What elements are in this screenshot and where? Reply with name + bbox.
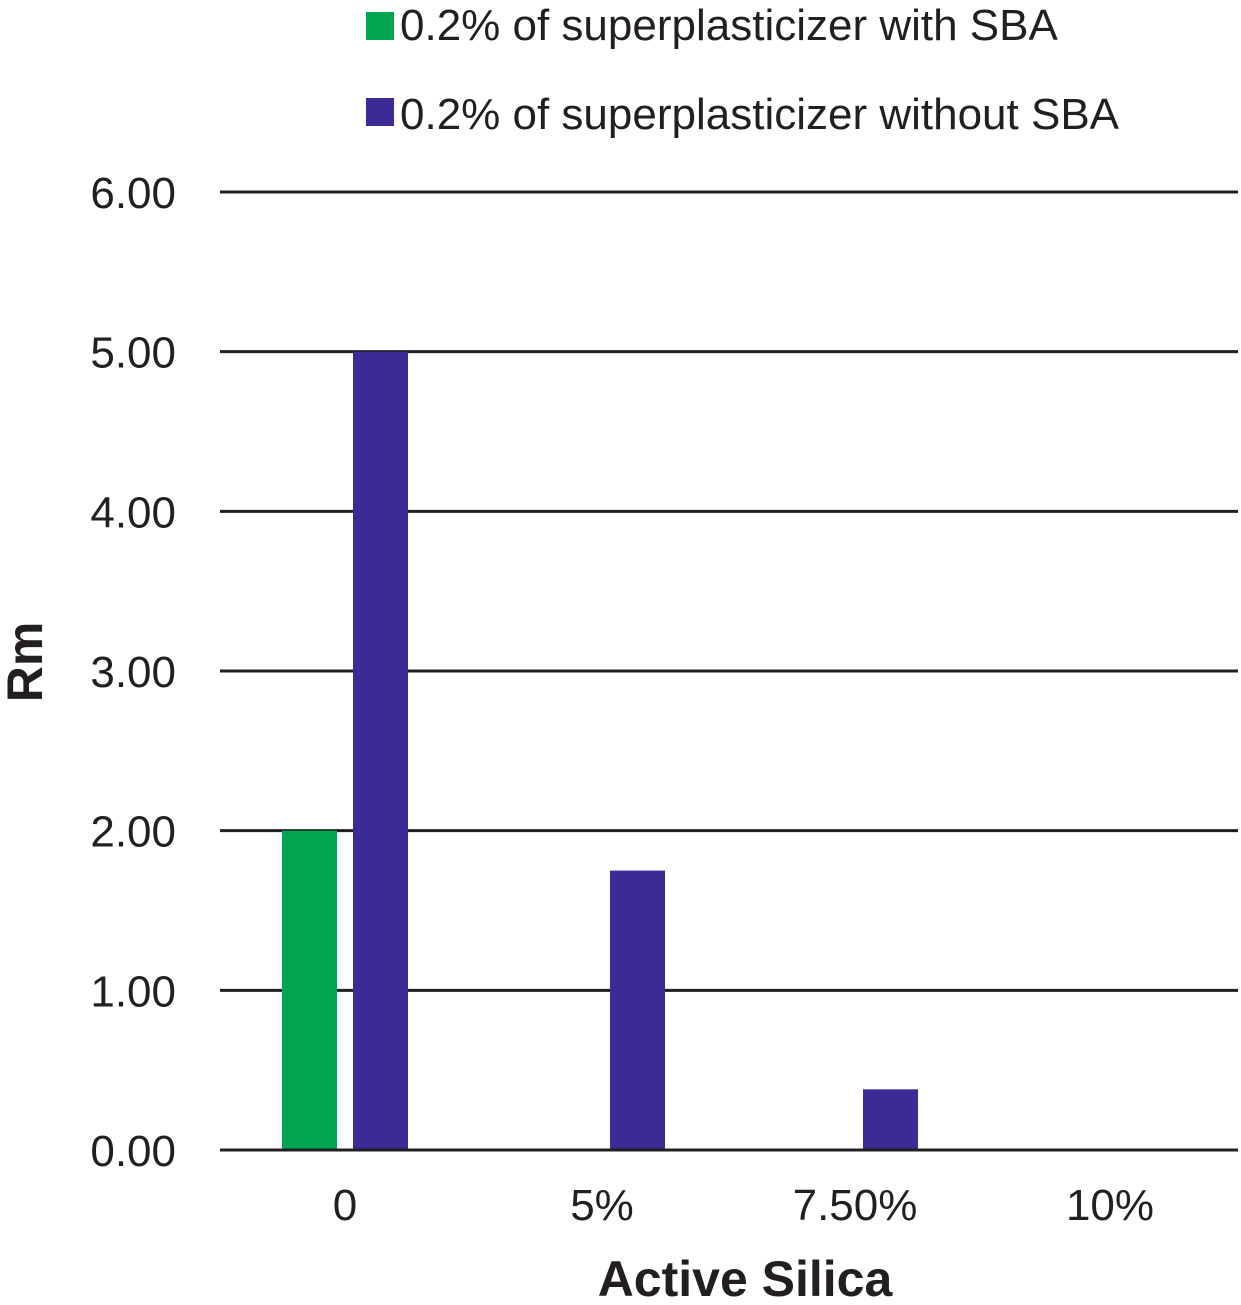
bar-series0-cat0 [282, 830, 337, 1150]
legend-label-with-sba: 0.2% of superplasticizer with SBA [400, 1, 1059, 50]
legend: 0.2% of superplasticizer with SBA 0.2% o… [366, 1, 1120, 139]
y-tick-label: 5.00 [90, 329, 176, 378]
x-tick-label: 5% [570, 1181, 634, 1230]
x-tick-label: 0 [333, 1181, 357, 1230]
y-tick-label: 1.00 [90, 967, 176, 1016]
y-tick-label: 0.00 [90, 1127, 176, 1176]
y-tick-label: 6.00 [90, 169, 176, 218]
x-tick-label: 10% [1066, 1181, 1154, 1230]
y-axis-ticks: 0.00 1.00 2.00 3.00 4.00 5.00 6.00 [90, 169, 176, 1176]
bars [220, 351, 1238, 1152]
bar-series1-cat2 [863, 1089, 918, 1150]
bar-series1-cat1 [610, 870, 665, 1150]
bar-series1-cat0 [353, 351, 408, 1151]
y-axis-title: Rm [0, 622, 53, 703]
x-tick-label: 7.50% [793, 1181, 918, 1230]
legend-entry-without-sba: 0.2% of superplasticizer without SBA [366, 90, 1120, 139]
legend-label-without-sba: 0.2% of superplasticizer without SBA [400, 90, 1120, 139]
y-tick-label: 3.00 [90, 648, 176, 697]
legend-swatch-with-sba [366, 12, 394, 40]
x-axis-title: Active Silica [598, 1251, 894, 1305]
y-tick-label: 4.00 [90, 488, 176, 537]
legend-entry-with-sba: 0.2% of superplasticizer with SBA [366, 1, 1059, 50]
legend-swatch-without-sba [366, 98, 394, 126]
y-tick-label: 2.00 [90, 808, 176, 857]
x-axis-ticks: 0 5% 7.50% 10% [333, 1181, 1154, 1230]
